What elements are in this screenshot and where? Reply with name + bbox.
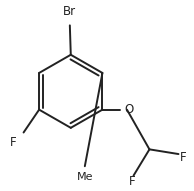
Text: Br: Br [63,5,76,18]
Text: F: F [179,151,186,164]
Text: F: F [129,175,136,188]
Text: F: F [10,136,17,149]
Text: Me: Me [77,172,93,182]
Text: O: O [125,103,134,116]
